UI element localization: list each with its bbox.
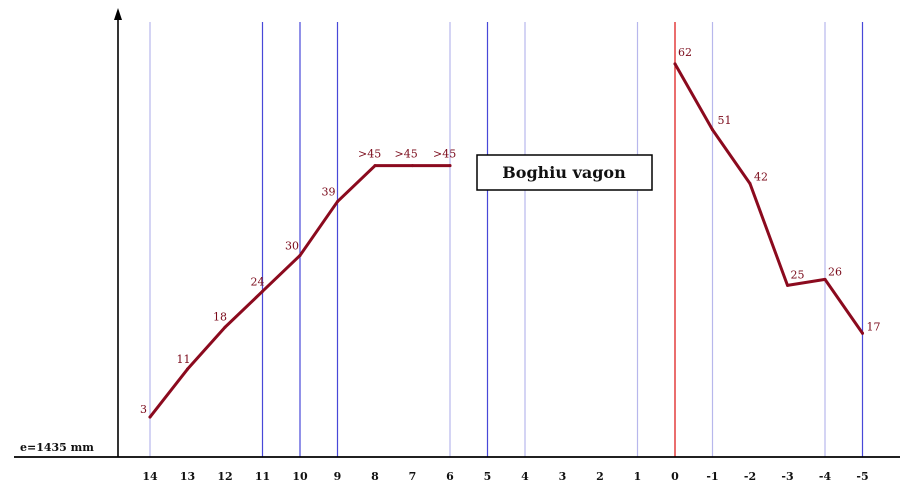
x-tick-label-12: 12: [217, 470, 232, 483]
data-point-0-3: [261, 289, 264, 293]
data-label-0-1: 11: [177, 353, 191, 366]
label-layer: 3 11 18 24 30 39 >45 >45 >45 62 51 42 25 26 17: [140, 46, 881, 416]
data-label-1-4: 26: [828, 265, 842, 278]
x-tick-label-13: 13: [180, 470, 195, 483]
data-point-0-2: [223, 325, 227, 329]
data-label-0-8: >45: [433, 148, 456, 161]
x-tick-label-6: 6: [446, 470, 454, 483]
data-point-1-4: [823, 277, 827, 281]
x-tick-label-9: 9: [334, 470, 342, 483]
chart-title: Boghiu vagon: [502, 163, 626, 182]
data-label-0-6: >45: [358, 148, 381, 161]
data-label-0-7: >45: [395, 148, 418, 161]
data-label-0-5: 39: [322, 186, 336, 199]
x-tick-label-8: 8: [371, 470, 379, 483]
y-axis-arrow: [114, 8, 122, 20]
x-tick-label-2: 2: [596, 470, 604, 483]
baseline-label: e=1435 mm: [20, 441, 94, 454]
data-point-0-8: [448, 164, 452, 168]
data-point-1-0: [673, 62, 677, 66]
x-tick-label--3: -3: [781, 470, 793, 483]
x-tick-label--2: -2: [744, 470, 756, 483]
data-label-1-3: 25: [791, 268, 805, 281]
x-tick-label-5: 5: [484, 470, 492, 483]
x-tick-label-11: 11: [255, 470, 270, 483]
x-tick-label-4: 4: [521, 470, 529, 483]
data-point-0-5: [336, 200, 339, 204]
x-tick-label--5: -5: [856, 470, 868, 483]
data-label-0-3: 24: [251, 275, 265, 288]
x-tick-label-10: 10: [292, 470, 308, 483]
title-box: Boghiu vagon: [476, 154, 653, 191]
x-tick-label-7: 7: [409, 470, 417, 483]
data-point-1-1: [711, 128, 714, 132]
data-point-1-2: [748, 182, 752, 186]
data-label-0-0: 3: [140, 403, 147, 416]
line-layer: [148, 62, 864, 419]
title-box-frame: [476, 154, 653, 191]
x-tick-label-14: 14: [142, 470, 158, 483]
data-label-0-4: 30: [285, 239, 299, 252]
data-label-1-5: 17: [867, 320, 881, 333]
data-point-0-0: [148, 415, 152, 419]
data-label-0-2: 18: [213, 310, 227, 323]
x-tick-label-0: 0: [671, 470, 679, 483]
data-point-0-1: [186, 367, 189, 371]
data-label-1-2: 42: [754, 171, 768, 184]
data-point-1-3: [786, 283, 789, 287]
x-tick-label-1: 1: [634, 470, 642, 483]
data-label-1-1: 51: [718, 114, 732, 127]
data-point-0-6: [373, 164, 377, 168]
data-label-1-0: 62: [678, 46, 692, 59]
x-tick-label-3: 3: [559, 470, 567, 483]
x-tick-label--4: -4: [819, 470, 832, 483]
series-1-line: [673, 62, 864, 335]
data-point-1-5: [861, 331, 864, 335]
data-point-0-4: [298, 253, 302, 257]
x-tick-label--1: -1: [706, 470, 718, 483]
grid-layer: [149, 22, 864, 457]
data-point-0-7: [411, 164, 414, 168]
